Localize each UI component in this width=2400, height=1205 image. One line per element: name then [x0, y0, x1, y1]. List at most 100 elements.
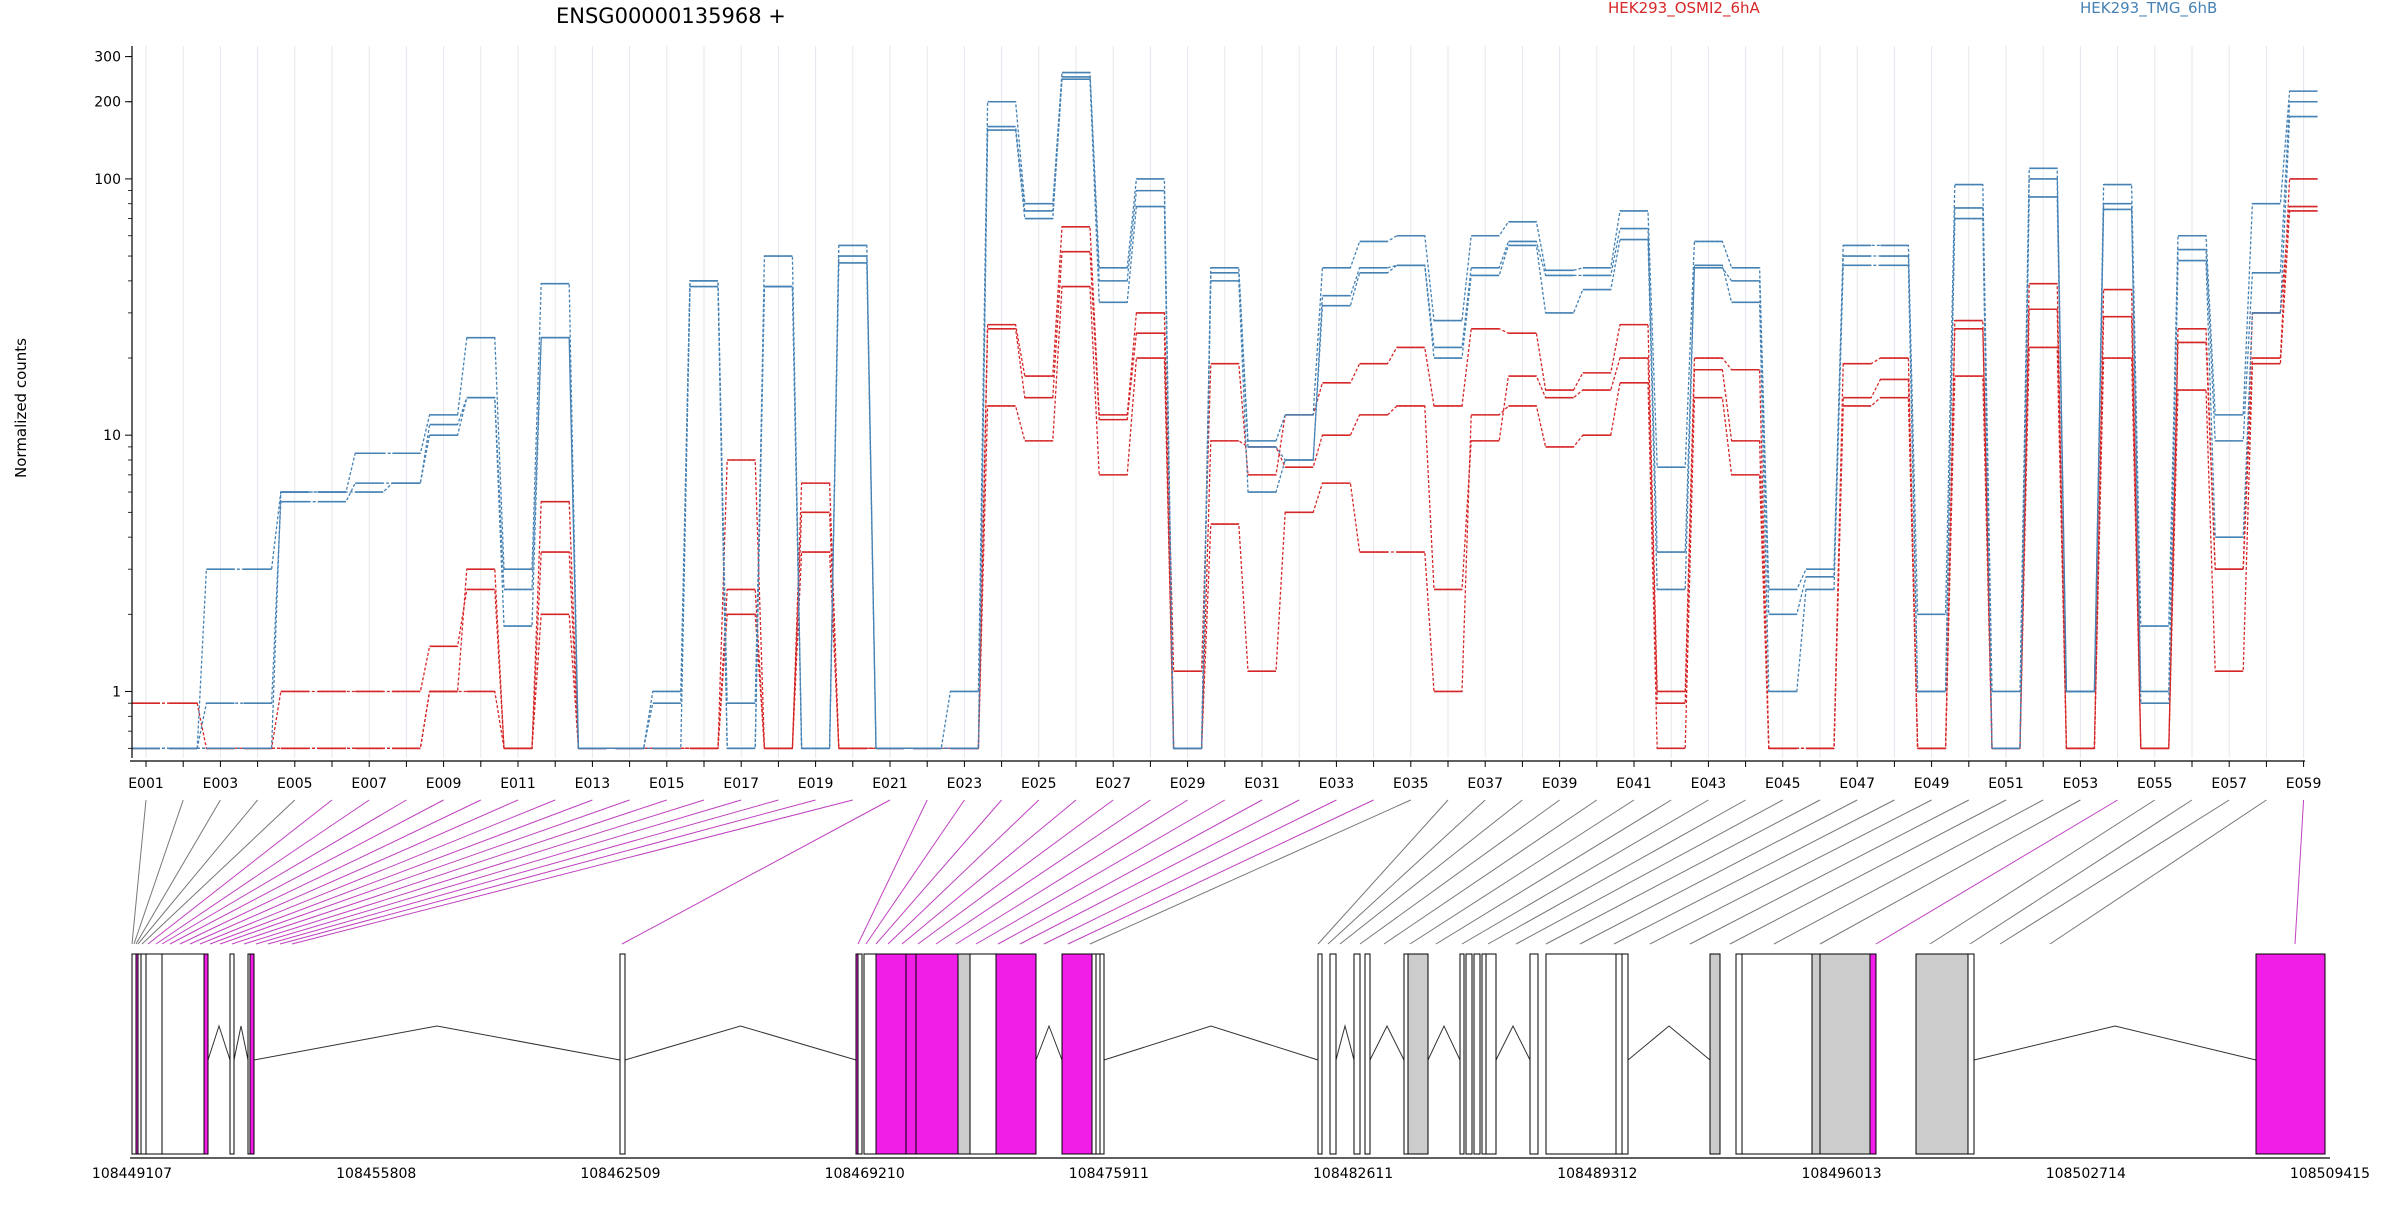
exon-block [969, 953, 997, 1155]
x-tick-label: E001 [128, 776, 164, 792]
y-tick-label: 300 [94, 50, 121, 66]
exon-connector [865, 799, 965, 945]
coordinate-label: 108469210 [825, 1166, 905, 1182]
x-tick-label: E025 [1021, 776, 1057, 792]
exon-block [1099, 953, 1105, 1155]
exon-connector [161, 799, 407, 945]
exon-connector [1773, 799, 2044, 945]
exon-block [1459, 953, 1465, 1155]
intron-line [233, 1025, 249, 1061]
exon-block [1621, 953, 1629, 1155]
exon-block [1615, 953, 1623, 1155]
exon-connector [255, 799, 742, 945]
x-tick-label: E055 [2137, 776, 2173, 792]
exon-connector [133, 799, 184, 945]
exon-block [957, 953, 971, 1155]
y-ticks: 1 10 100 200 300 [94, 50, 132, 749]
intron-line [624, 1025, 857, 1061]
exon-connector [1613, 799, 1895, 945]
exon-connector [1999, 799, 2230, 945]
exon-block [1061, 953, 1093, 1155]
exon-connector [875, 799, 1002, 945]
exon-block [1407, 953, 1429, 1155]
x-tick-label: E053 [2063, 776, 2099, 792]
exon-block [1735, 953, 1743, 1155]
exon-block [875, 953, 907, 1155]
exon-connector [1929, 799, 2156, 945]
series-2 [132, 210, 2318, 750]
series-layer [132, 71, 2318, 750]
y-tick-label: 10 [103, 428, 121, 444]
exon-block [1353, 953, 1361, 1155]
coordinate-label: 108482611 [1313, 1166, 1393, 1182]
x-tick-label: E027 [1095, 776, 1131, 792]
x-tick-label: E033 [1319, 776, 1355, 792]
intron-line [253, 1025, 621, 1061]
exon-connector [155, 799, 370, 945]
exon-connector [291, 799, 853, 945]
exon-connector [135, 799, 221, 945]
intron-line [1627, 1025, 1711, 1061]
exon-connector [2294, 799, 2305, 945]
exon-connector [1579, 799, 1858, 945]
exon-connector [1339, 799, 1523, 945]
exon-connector [209, 799, 593, 945]
coordinate-label: 108489312 [1557, 1166, 1637, 1182]
exon-block [1364, 953, 1371, 1155]
exon-connector [2049, 799, 2267, 945]
exon-block [1091, 953, 1097, 1155]
x-tick-label: E041 [1616, 776, 1652, 792]
exon-block [131, 953, 137, 1155]
exon-connector [219, 799, 630, 945]
exon-connector [901, 799, 1077, 945]
exon-connector [1019, 799, 1300, 945]
x-tick-label: E059 [2286, 776, 2322, 792]
exon-connector [1089, 799, 1412, 945]
exon-block [249, 953, 255, 1155]
exon-block [1811, 953, 1821, 1155]
exon-block [145, 953, 163, 1155]
exon-connector [169, 799, 444, 945]
x-tick-label: E013 [575, 776, 611, 792]
exon-block [203, 953, 209, 1155]
exon-connector [887, 799, 1040, 945]
x-tick-label: E017 [723, 776, 759, 792]
y-tick-label: 100 [94, 172, 121, 188]
intron-line [207, 1024, 231, 1061]
coordinate-label: 108509415 [2290, 1166, 2370, 1182]
exon-connector [1461, 799, 1709, 945]
exon-connector [935, 799, 1151, 945]
exon-block [1465, 953, 1473, 1155]
exon-connector [917, 799, 1114, 945]
exon-connector [1729, 799, 2007, 945]
x-tick-label: E035 [1393, 776, 1429, 792]
exon-block [1403, 953, 1409, 1155]
exon-connector [199, 799, 556, 945]
exon-connector [147, 799, 333, 945]
exon-connector [1819, 799, 2081, 945]
intron-line [1495, 1024, 1531, 1061]
exon-connector [1327, 799, 1486, 945]
exon-connector [621, 799, 891, 945]
x-tick-label: E011 [500, 776, 536, 792]
exon-connector [1317, 799, 1449, 945]
exon-block [140, 953, 147, 1155]
exon-block [1869, 953, 1877, 1155]
gene-model [130, 953, 2330, 1159]
coordinate-label: 108455808 [336, 1166, 416, 1182]
x-tick-label: E045 [1765, 776, 1801, 792]
axes [130, 46, 2305, 762]
series-5 [132, 78, 2318, 750]
coordinate-label: 108496013 [1801, 1166, 1881, 1182]
y-tick-label: 200 [94, 95, 121, 111]
exon-connector [1689, 799, 1970, 945]
exon-connector [1487, 799, 1746, 945]
exon-block [1529, 953, 1539, 1155]
exon-block [1485, 953, 1497, 1155]
exon-connector [267, 799, 779, 945]
exon-block [1709, 953, 1721, 1155]
exon-block [229, 953, 235, 1155]
exon-connector [189, 799, 519, 945]
exon-connector [141, 799, 296, 945]
